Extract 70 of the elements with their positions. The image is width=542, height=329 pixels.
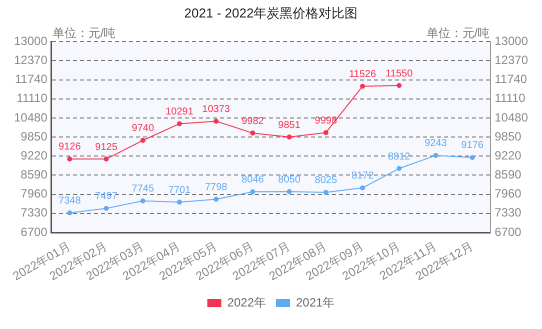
point — [104, 206, 109, 211]
data-label: 7497 — [95, 191, 118, 202]
point — [176, 200, 182, 205]
data-label: 7348 — [58, 196, 82, 207]
point — [323, 190, 328, 195]
y-tick-label: 9850 — [20, 129, 48, 144]
point — [140, 138, 146, 143]
y-tick-label: 11740 — [14, 72, 48, 86]
data-label: 10291 — [166, 106, 194, 118]
y-tick-label: 8590 — [20, 168, 48, 182]
y2-tick-label: 7960 — [494, 186, 522, 201]
point — [104, 156, 109, 162]
y2-tick-label: 9850 — [494, 129, 522, 144]
data-label: 11550 — [386, 68, 414, 80]
y2-tick-label: 13000 — [494, 34, 528, 48]
chart-title: 2021 - 2022年炭黑价格对比图 — [184, 5, 358, 20]
point — [140, 198, 146, 204]
point — [360, 84, 366, 89]
point — [250, 130, 256, 136]
text: 单位：元/吨 — [52, 26, 116, 40]
y-tick-label: 7330 — [20, 206, 48, 220]
y2-tick-label: 9220 — [494, 148, 522, 162]
data-label: 9740 — [132, 123, 154, 134]
data-label: 8046 — [242, 174, 264, 186]
point — [433, 152, 438, 158]
point — [176, 121, 182, 126]
data-label: 9243 — [424, 138, 448, 150]
data-label: 8050 — [278, 174, 301, 186]
data-label: 9982 — [242, 116, 264, 127]
point — [396, 83, 402, 88]
y-tick-label: 6700 — [20, 224, 48, 239]
y2-tick-label: 6700 — [494, 224, 522, 239]
y2-tick-label: 8590 — [494, 168, 522, 182]
data-label: 11526 — [348, 69, 376, 80]
data-label: 9851 — [278, 120, 301, 131]
data-label: 9176 — [461, 140, 484, 152]
legend-label: 2022年 — [227, 295, 266, 310]
point — [323, 130, 328, 136]
point — [214, 196, 219, 202]
data-label: 7798 — [204, 182, 228, 193]
legend-label: 2021年 — [296, 295, 335, 310]
y-tick-label: 12370 — [14, 53, 48, 68]
point — [286, 134, 292, 140]
data-label: 7701 — [168, 184, 192, 196]
data-label: 8025 — [314, 175, 338, 186]
data-label: 9125 — [95, 142, 118, 153]
data-label: 9126 — [58, 142, 82, 153]
point — [360, 185, 366, 190]
y-tick-label: 13000 — [14, 34, 48, 48]
y2-tick-label: 10480 — [494, 110, 528, 124]
y2-tick-label: 12370 — [494, 53, 528, 68]
y2-tick-label: 11110 — [494, 91, 526, 106]
point — [250, 189, 256, 194]
data-label: 7745 — [132, 184, 154, 195]
point — [286, 189, 292, 194]
y2-tick-label: 7330 — [494, 206, 522, 220]
point — [67, 210, 72, 216]
data-label: 8172 — [351, 170, 374, 182]
text: 单位：元/吨 — [426, 26, 490, 40]
y-tick-label: 11110 — [16, 91, 48, 106]
point — [470, 154, 475, 160]
point — [67, 156, 72, 162]
point — [214, 118, 219, 124]
data-label: 8812 — [388, 151, 411, 162]
point — [396, 166, 402, 172]
y-tick-label: 10480 — [14, 110, 48, 124]
y-tick-label: 9220 — [20, 148, 48, 162]
data-label: 10373 — [202, 104, 230, 115]
y2-tick-label: 11740 — [494, 72, 528, 86]
y-tick-label: 7960 — [20, 186, 48, 201]
